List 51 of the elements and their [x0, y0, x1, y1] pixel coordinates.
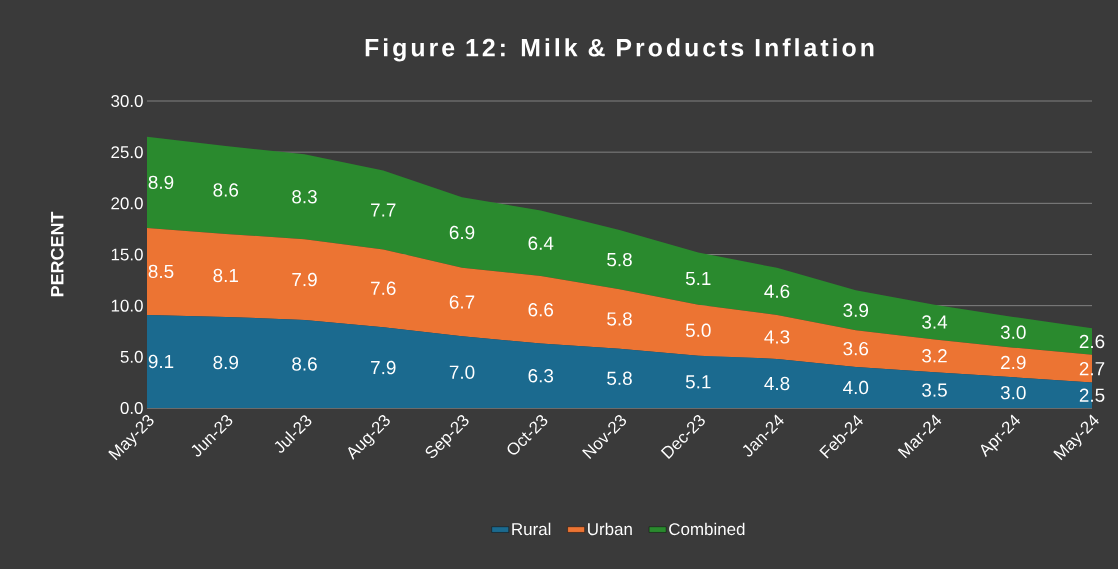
y-tick-label: 25.0	[111, 146, 143, 159]
data-label: 2.6	[1079, 334, 1105, 349]
data-label: 2.5	[1079, 388, 1105, 402]
data-label: 3.4	[922, 315, 948, 329]
data-label: 5.1	[685, 375, 711, 389]
data-label: 8.9	[148, 175, 174, 190]
y-tick-label: 30.0	[111, 95, 143, 107]
data-label: 8.3	[292, 189, 317, 204]
data-label: 7.7	[371, 203, 396, 217]
data-label: 5.0	[685, 323, 711, 337]
chart-title: Figure 12: Milk & Products Inflation	[365, 38, 874, 62]
data-label: 7.6	[371, 281, 396, 295]
data-label: 2.9	[1001, 355, 1026, 370]
legend-label: Combined	[669, 522, 745, 536]
data-label: 4.6	[764, 284, 790, 299]
data-label: 8.6	[292, 357, 317, 371]
data-label: 3.0	[1000, 385, 1026, 400]
data-label: 8.1	[213, 268, 238, 283]
data-label: 8.6	[213, 183, 239, 197]
data-label: 4.3	[764, 330, 790, 344]
data-label: 8.5	[148, 264, 174, 279]
data-label: 7.0	[449, 365, 475, 379]
legend-label: Urban	[588, 522, 632, 536]
y-tick-label: 10.0	[111, 299, 143, 312]
data-label: 4.8	[764, 376, 790, 391]
data-label: 5.8	[607, 312, 632, 326]
y-tick-label: 5.0	[120, 350, 143, 363]
y-tick-label: 15.0	[111, 248, 143, 261]
data-label: 7.9	[371, 360, 396, 375]
y-axis-title: PERCENT	[50, 211, 64, 297]
data-label: 3.5	[922, 383, 947, 397]
data-label: 5.1	[685, 271, 711, 286]
data-label: 3.0	[1000, 325, 1026, 339]
data-label: 6.9	[449, 225, 475, 240]
data-label: 6.7	[449, 295, 475, 309]
legend-label: Rural	[512, 522, 551, 536]
data-label: 9.1	[148, 354, 174, 369]
data-label: 8.9	[213, 355, 239, 370]
data-label: 4.0	[843, 380, 869, 395]
data-label: 3.6	[843, 341, 869, 356]
data-label: 3.2	[922, 349, 947, 363]
y-tick-label: 0.0	[120, 402, 143, 414]
data-label: 2.7	[1079, 361, 1105, 376]
data-label: 6.4	[528, 236, 554, 250]
data-label: 6.6	[528, 303, 554, 317]
data-label: 6.3	[528, 369, 554, 383]
data-label: 5.8	[607, 252, 632, 267]
y-tick-label: 20.0	[111, 197, 143, 210]
data-label: 7.9	[292, 272, 317, 287]
data-label: 5.8	[607, 371, 632, 386]
data-label: 3.9	[843, 303, 869, 317]
